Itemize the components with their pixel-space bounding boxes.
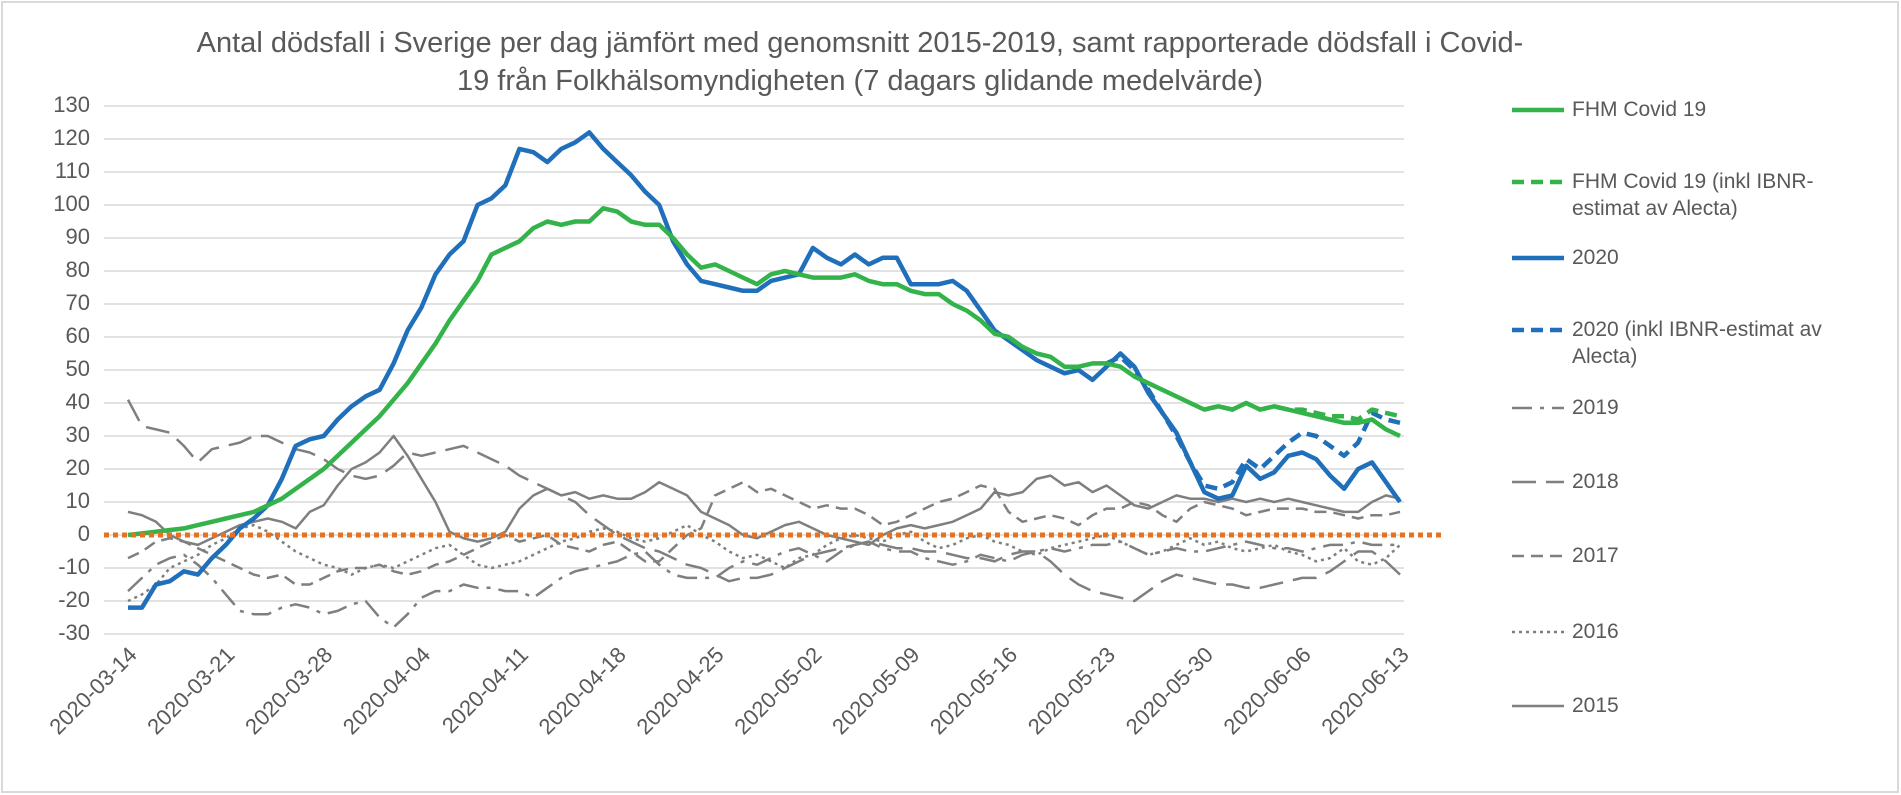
x-tick-label: 2020-05-30: [1121, 642, 1218, 739]
series-line: [1203, 400, 1401, 422]
x-tick-label: 2020-04-11: [437, 642, 533, 738]
series-line: [127, 434, 1401, 547]
legend-label: FHM Covid 19: [1572, 98, 1707, 121]
y-tick-label: 10: [66, 488, 90, 513]
series-line: [127, 206, 1401, 538]
x-tick-label: 2020-03-21: [142, 642, 239, 739]
y-tick-label: 110: [55, 158, 90, 183]
x-tick-label: 2020-05-09: [827, 642, 924, 739]
series-line: [126, 399, 1401, 603]
legend-swatch: [1512, 327, 1564, 333]
y-tick-label: 40: [66, 389, 90, 414]
legend-item: FHM Covid 19: [1510, 96, 1870, 123]
x-tick-label: 2020-04-04: [338, 642, 435, 739]
series-line: [128, 130, 1402, 610]
y-tick-label: -20: [58, 587, 90, 612]
legend-swatch: [1512, 480, 1564, 484]
x-tick-label: 2020-03-28: [240, 642, 337, 739]
legend-item: 2019: [1510, 394, 1870, 421]
legend-swatch: [1512, 179, 1564, 185]
x-tick-label: 2020-05-16: [925, 642, 1022, 739]
y-tick-label: 30: [66, 422, 90, 447]
x-tick-label: 2020-06-06: [1219, 642, 1316, 739]
x-tick-label: 2020-05-23: [1023, 642, 1120, 739]
y-tick-label: 120: [53, 125, 90, 150]
legend-label: 2015: [1572, 694, 1619, 717]
x-tick-label: 2020-05-02: [729, 642, 826, 739]
y-tick-label: 70: [66, 290, 90, 315]
x-tick-label: 2020-04-18: [534, 642, 631, 739]
legend-item: 2015: [1510, 692, 1870, 719]
legend-swatch: [1512, 107, 1564, 113]
legend-item: 2017: [1510, 542, 1870, 569]
legend-swatch: [1512, 554, 1564, 558]
legend-label: 2020: [1572, 246, 1619, 269]
legend-item: FHM Covid 19 (inkl IBNR-estimat av Alect…: [1510, 168, 1870, 222]
legend-item: 2018: [1510, 468, 1870, 495]
y-tick-label: 20: [66, 455, 90, 480]
legend-label: 2016: [1572, 620, 1619, 643]
y-tick-label: 130: [53, 92, 90, 117]
legend-item: 2020 (inkl IBNR-estimat av Alecta): [1510, 316, 1870, 370]
legend-label: FHM Covid 19 (inkl IBNR-estimat av Alect…: [1572, 170, 1814, 220]
y-tick-label: 0: [78, 521, 90, 546]
series-line: [127, 480, 1401, 586]
legend-label: 2017: [1572, 544, 1619, 567]
y-tick-label: 50: [66, 356, 90, 381]
legend-item: 2016: [1510, 618, 1870, 645]
legend-swatch: [1512, 406, 1564, 410]
legend-label: 2019: [1572, 396, 1619, 419]
y-tick-label: 60: [66, 323, 90, 348]
series-line: [1105, 354, 1401, 492]
y-tick-label: -10: [58, 554, 90, 579]
x-tick-label: 2020-04-25: [631, 642, 728, 739]
chart-title: Antal dödsfall i Sverige per dag jämfört…: [196, 27, 1524, 97]
x-tick-label: 2020-06-13: [1316, 642, 1413, 739]
series-line: [127, 540, 1400, 629]
legend-swatch: [1512, 704, 1564, 708]
legend-swatch: [1512, 630, 1564, 634]
series-line: [127, 523, 1401, 603]
y-tick-label: -30: [58, 620, 90, 645]
legend-item: 2020: [1510, 244, 1870, 271]
legend-swatch: [1512, 255, 1564, 261]
x-tick-label: 2020-03-14: [44, 642, 141, 739]
legend-label: 2020 (inkl IBNR-estimat av Alecta): [1572, 318, 1822, 368]
y-tick-label: 100: [53, 191, 90, 216]
y-tick-label: 80: [66, 257, 90, 282]
y-tick-label: 90: [66, 224, 90, 249]
legend-label: 2018: [1572, 470, 1619, 493]
